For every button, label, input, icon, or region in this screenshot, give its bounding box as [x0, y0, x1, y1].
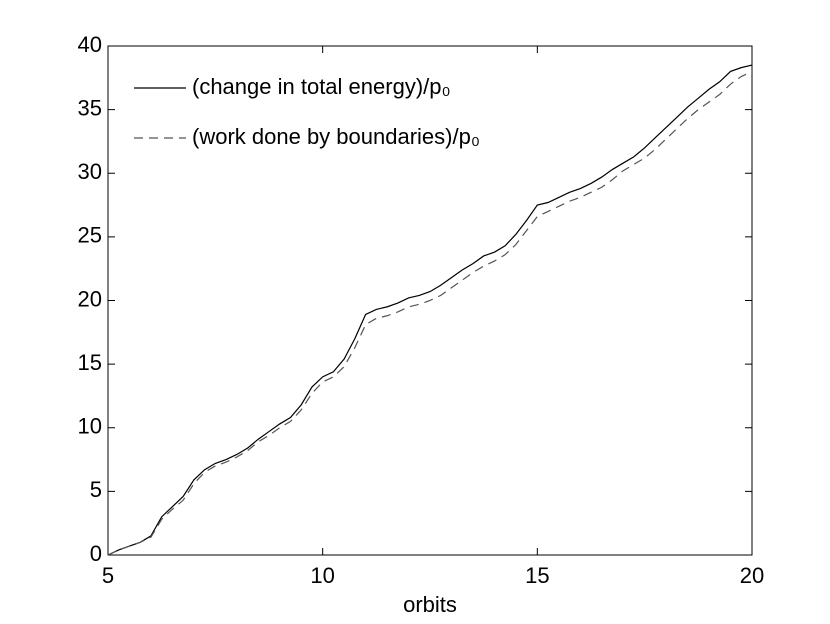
y-tick-label: 10 [78, 414, 102, 439]
legend-label: (work done by boundaries)/p₀ [192, 124, 480, 149]
x-tick-label: 15 [525, 563, 549, 588]
y-tick-label: 35 [78, 95, 102, 120]
y-tick-label: 15 [78, 350, 102, 375]
y-tick-label: 40 [78, 32, 102, 57]
y-tick-label: 25 [78, 223, 102, 248]
y-tick-label: 20 [78, 286, 102, 311]
series-line [107, 70, 753, 556]
y-tick-label: 5 [90, 477, 102, 502]
x-tick-label: 10 [310, 563, 334, 588]
x-tick-label: 5 [102, 563, 114, 588]
y-tick-label: 30 [78, 159, 102, 184]
x-axis-label: orbits [403, 592, 457, 617]
series-line [107, 64, 753, 556]
x-tick-label: 20 [740, 563, 764, 588]
y-tick-label: 0 [90, 541, 102, 566]
legend-label: (change in total energy)/p₀ [192, 74, 451, 99]
